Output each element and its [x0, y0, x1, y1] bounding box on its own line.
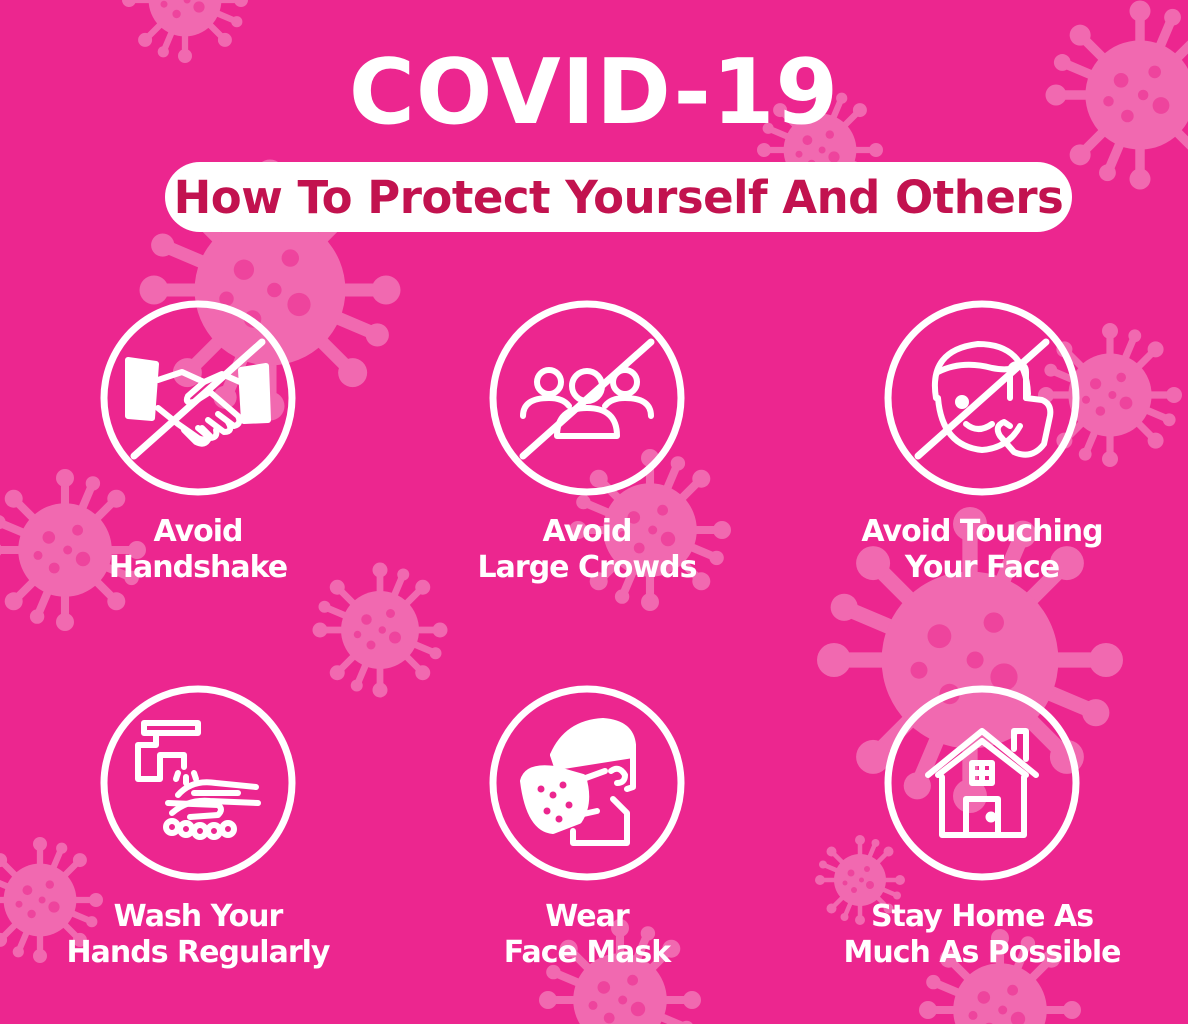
hand-washing-icon — [100, 685, 296, 881]
tip-label: Stay Home As Much As Possible — [832, 899, 1132, 971]
tip-wear-face-mask: Wear Face Mask — [437, 683, 737, 983]
tip-label-line: Stay Home As — [870, 899, 1094, 934]
tip-label-line: Much As Possible — [843, 935, 1121, 970]
tip-label-line: Face Mask — [503, 935, 671, 970]
tip-label-line: Handshake — [108, 550, 288, 585]
tip-label: Avoid Handshake — [48, 514, 348, 586]
tip-label: Wear Face Mask — [437, 899, 737, 971]
tip-icon-container — [437, 298, 737, 518]
house-icon — [884, 685, 1080, 881]
subtitle: How To Protect Yourself And Others — [173, 170, 1064, 224]
tip-icon-container — [48, 683, 348, 903]
tip-label-line: Avoid Touching — [861, 514, 1103, 549]
tip-label-line: Avoid — [153, 514, 243, 549]
tip-avoid-handshake: Avoid Handshake — [48, 298, 348, 598]
tip-label-line: Large Crowds — [477, 550, 698, 585]
tip-stay-home: Stay Home As Much As Possible — [832, 683, 1132, 983]
handshake-prohibited-icon — [100, 300, 296, 496]
tip-icon-container — [48, 298, 348, 518]
crowd-prohibited-icon — [489, 300, 685, 496]
tip-label-line: Wear — [545, 899, 629, 934]
tip-label: Wash Your Hands Regularly — [48, 899, 348, 971]
face-touch-prohibited-icon — [884, 300, 1080, 496]
tip-label: Avoid Large Crowds — [437, 514, 737, 586]
face-mask-icon — [489, 685, 685, 881]
tip-label-line: Hands Regularly — [66, 935, 331, 970]
tip-label-line: Your Face — [904, 550, 1060, 585]
subtitle-banner: How To Protect Yourself And Others — [165, 162, 1072, 232]
tip-icon-container — [437, 683, 737, 903]
page-title: COVID-19 — [348, 40, 840, 145]
tip-icon-container — [832, 298, 1132, 518]
tip-label: Avoid Touching Your Face — [832, 514, 1132, 586]
tip-icon-container — [832, 683, 1132, 903]
tip-label-line: Avoid — [542, 514, 632, 549]
tip-label-line: Wash Your — [113, 899, 284, 934]
tip-avoid-large-crowds: Avoid Large Crowds — [437, 298, 737, 598]
tip-avoid-touching-face: Avoid Touching Your Face — [832, 298, 1132, 598]
tip-wash-hands: Wash Your Hands Regularly — [48, 683, 348, 983]
